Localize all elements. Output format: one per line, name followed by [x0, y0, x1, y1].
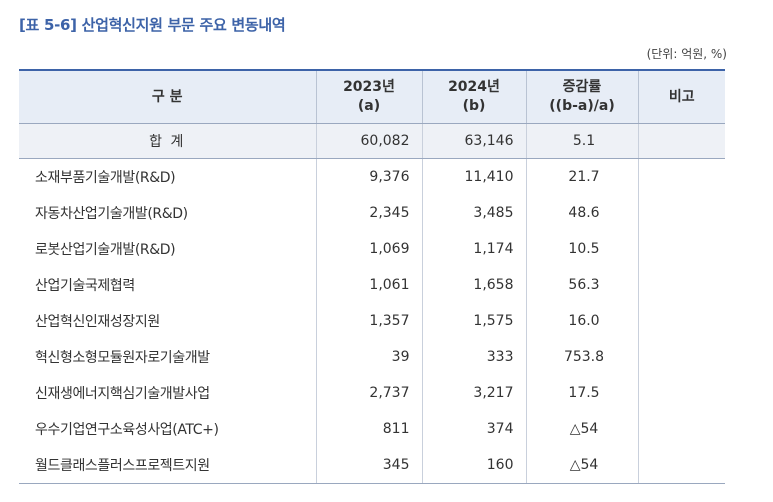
budget-change-table: 구 분 2023년 (a) 2024년 (b) 증감률 ((b-a)/a) 비고…	[19, 69, 725, 484]
row-rate: 16.0	[525, 303, 638, 339]
row-rate: 753.8	[525, 339, 638, 375]
header-2023-year: 2023년	[343, 79, 395, 95]
table-row: 산업기술국제협력 1,061 1,658 56.3	[19, 267, 725, 303]
row-2024: 374	[421, 411, 526, 447]
row-name: 혁신형소형모듈원자로기술개발	[35, 350, 210, 366]
table-row: 산업혁신인재성장지원 1,357 1,575 16.0	[19, 303, 725, 339]
row-note	[637, 158, 725, 195]
row-note	[637, 447, 725, 484]
row-2024: 11,410	[421, 158, 526, 195]
header-2024-year: 2024년	[448, 79, 500, 95]
header-2023: 2023년 (a)	[315, 69, 422, 124]
header-category-label: 구 분	[151, 88, 183, 105]
header-2024-symbol: (b)	[462, 98, 486, 114]
row-2024: 1,174	[421, 231, 526, 267]
table-header: 구 분 2023년 (a) 2024년 (b) 증감률 ((b-a)/a) 비고	[19, 69, 725, 124]
row-name: 자동차산업기술개발(R&D)	[35, 206, 188, 222]
table-row: 소재부품기술개발(R&D) 9,376 11,410 21.7	[19, 158, 725, 195]
table-row: 혁신형소형모듈원자로기술개발 39 333 753.8	[19, 339, 725, 375]
table-row: 신재생에너지핵심기술개발사업 2,737 3,217 17.5	[19, 375, 725, 411]
row-2023: 9,376	[315, 158, 422, 195]
row-rate: 21.7	[525, 158, 638, 195]
row-2024: 333	[421, 339, 526, 375]
row-name: 신재생에너지핵심기술개발사업	[35, 386, 210, 402]
header-rate-title: 증감률	[562, 79, 602, 95]
row-2023: 1,069	[315, 231, 422, 267]
row-note	[637, 267, 725, 303]
unit-note: (단위: 억원, %)	[646, 47, 727, 61]
header-category: 구 분	[19, 69, 316, 124]
row-name: 산업기술국제협력	[35, 278, 135, 294]
table-container: 구 분 2023년 (a) 2024년 (b) 증감률 ((b-a)/a) 비고…	[19, 69, 725, 484]
row-name: 산업혁신인재성장지원	[35, 314, 160, 330]
total-rate: 5.1	[525, 123, 638, 159]
row-rate: △54	[525, 411, 638, 447]
row-rate: △54	[525, 447, 638, 484]
row-2024: 3,485	[421, 195, 526, 231]
row-note	[637, 231, 725, 267]
row-note	[637, 303, 725, 339]
row-name: 로봇산업기술개발(R&D)	[35, 242, 176, 258]
total-2023: 60,082	[315, 123, 422, 159]
table-row: 우수기업연구소육성사업(ATC+) 811 374 △54	[19, 411, 725, 447]
table-row: 월드클래스플러스프로젝트지원 345 160 △54	[19, 447, 725, 484]
row-rate: 56.3	[525, 267, 638, 303]
row-2023: 811	[315, 411, 422, 447]
row-2024: 3,217	[421, 375, 526, 411]
header-row: 구 분 2023년 (a) 2024년 (b) 증감률 ((b-a)/a) 비고	[19, 69, 725, 124]
header-2023-symbol: (a)	[357, 98, 381, 114]
row-note	[637, 411, 725, 447]
row-note	[637, 339, 725, 375]
row-2024: 160	[421, 447, 526, 484]
row-name: 소재부품기술개발(R&D)	[35, 170, 176, 186]
row-2023: 2,345	[315, 195, 422, 231]
row-2023: 345	[315, 447, 422, 484]
row-2024: 1,575	[421, 303, 526, 339]
row-note	[637, 195, 725, 231]
header-note-label: 비고	[668, 88, 695, 105]
total-row: 합 계 60,082 63,146 5.1	[19, 123, 725, 159]
table-caption: [표 5-6] 산업혁신지원 부문 주요 변동내역	[19, 16, 286, 34]
row-2023: 2,737	[315, 375, 422, 411]
header-note: 비고	[637, 69, 725, 124]
row-2023: 1,061	[315, 267, 422, 303]
table-row: 로봇산업기술개발(R&D) 1,069 1,174 10.5	[19, 231, 725, 267]
header-rate-formula: ((b-a)/a)	[549, 98, 615, 114]
table-row: 자동차산업기술개발(R&D) 2,345 3,485 48.6	[19, 195, 725, 231]
row-rate: 17.5	[525, 375, 638, 411]
header-rate: 증감률 ((b-a)/a)	[525, 69, 638, 124]
row-2023: 1,357	[315, 303, 422, 339]
table-body: 합 계 60,082 63,146 5.1 소재부품기술개발(R&D) 9,37…	[19, 123, 725, 484]
total-name: 합 계	[19, 123, 316, 159]
row-2023: 39	[315, 339, 422, 375]
header-2024: 2024년 (b)	[421, 69, 526, 124]
row-2024: 1,658	[421, 267, 526, 303]
row-rate: 10.5	[525, 231, 638, 267]
row-name: 월드클래스플러스프로젝트지원	[19, 447, 316, 484]
total-note	[637, 123, 725, 159]
row-name: 우수기업연구소육성사업(ATC+)	[35, 422, 219, 438]
total-2024: 63,146	[421, 123, 526, 159]
row-rate: 48.6	[525, 195, 638, 231]
row-note	[637, 375, 725, 411]
